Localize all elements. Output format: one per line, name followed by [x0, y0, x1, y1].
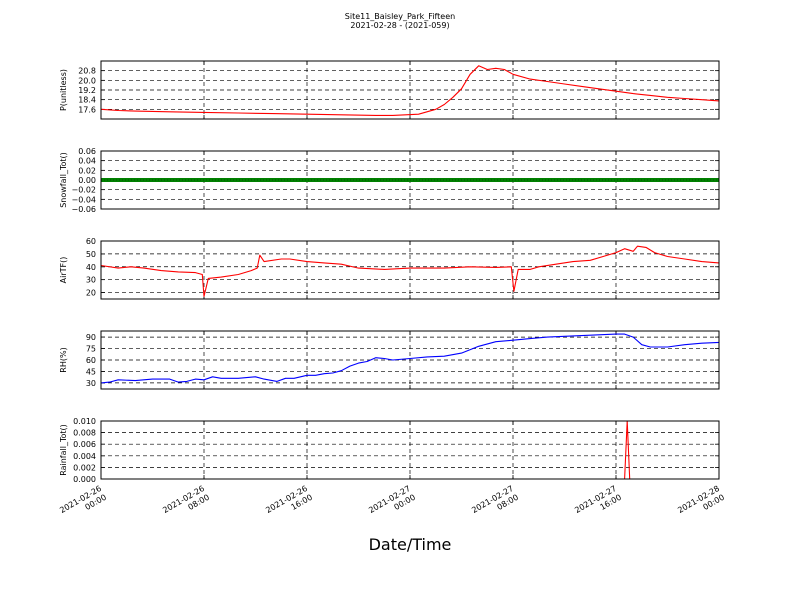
y-tick-label: 0.04: [78, 157, 96, 166]
y-axis-label: P(unitless): [59, 69, 68, 111]
y-tick-label: 40: [86, 263, 96, 272]
x-tick-label: 2021-02-2708:00: [470, 484, 520, 524]
axes-frame: [100, 60, 720, 120]
y-tick-label: −0.06: [71, 205, 96, 214]
y-axis-label: Snowfall_Tot(): [59, 152, 68, 208]
x-tick-label: 2021-02-2800:00: [676, 484, 726, 524]
y-tick-label: 19.2: [78, 86, 96, 95]
x-tick-label: 2021-02-2616:00: [264, 484, 314, 524]
y-tick-label: 20: [86, 289, 96, 298]
y-tick-label: 17.6: [78, 105, 96, 114]
y-tick-label: 0.006: [73, 440, 96, 449]
y-tick-label: 0.00: [78, 176, 96, 185]
axes-frame: [100, 330, 720, 390]
y-tick-label: 45: [86, 367, 96, 376]
y-tick-label: 0.008: [73, 429, 96, 438]
y-tick-label: 0.002: [73, 463, 96, 472]
x-tick-label: 2021-02-2716:00: [573, 484, 623, 524]
y-axis-label: Rainfall_Tot(): [59, 424, 68, 476]
y-tick-label: 30: [86, 276, 96, 285]
y-tick-label: 18.4: [78, 96, 96, 105]
y-tick-label: 60: [86, 237, 96, 246]
y-tick-label: 20.0: [78, 76, 96, 85]
y-tick-label: 0.000: [73, 475, 96, 484]
y-tick-label: 0.06: [78, 147, 96, 156]
axes-frame: [100, 150, 720, 210]
figure-title-line1: Site11_Baisley_Park_Fifteen: [345, 12, 455, 21]
y-tick-label: 50: [86, 250, 96, 259]
y-tick-label: −0.02: [71, 186, 96, 195]
x-tick-labels: 2021-02-2600:00 2021-02-2608:00 2021-02-26…: [58, 484, 726, 524]
y-tick-label: 0.02: [78, 166, 96, 175]
y-tick-label: 20.8: [78, 67, 96, 76]
y-tick-label: 60: [86, 356, 96, 365]
x-tick-label: 2021-02-2608:00: [161, 484, 211, 524]
y-axis-label: RH(%): [59, 347, 68, 372]
figure-title-line2: 2021-02-28 - (2021-059): [350, 21, 449, 30]
y-tick-label: 90: [86, 333, 96, 342]
panel-5: 0.000 0.002 0.004 0.006 0.008 0.010 Rainfall_T…: [59, 417, 720, 484]
axes-frame: [100, 420, 720, 480]
x-tick-label: 2021-02-2600:00: [58, 484, 108, 524]
y-tick-label: 30: [86, 379, 96, 388]
x-axis-label: Date/Time: [369, 535, 452, 554]
y-tick-label: 0.010: [73, 417, 96, 426]
y-axis-label: AirTF(): [59, 257, 68, 284]
y-tick-label: 75: [86, 345, 96, 354]
panel-4: 30 45 60 75 90 RH(%): [59, 330, 720, 390]
series-line: [101, 333, 719, 384]
y-tick-label: 0.004: [73, 452, 96, 461]
panels: 17.618.419.220.020.8P(unitless)−0.06−0.0…: [59, 60, 720, 484]
panel-3: 20 30 40 50 60 AirTF(): [59, 237, 720, 300]
y-tick-label: −0.04: [71, 195, 96, 204]
x-tick-label: 2021-02-2700:00: [367, 484, 417, 524]
panel-1: 17.618.419.220.020.8 P(unitless): [59, 60, 720, 120]
panel-2: −0.06−0.04−0.020.000.020.040.06 Snowfall_…: [59, 147, 720, 214]
axes-frame: [100, 240, 720, 300]
series-line: [101, 245, 719, 297]
series-line: [101, 65, 719, 116]
